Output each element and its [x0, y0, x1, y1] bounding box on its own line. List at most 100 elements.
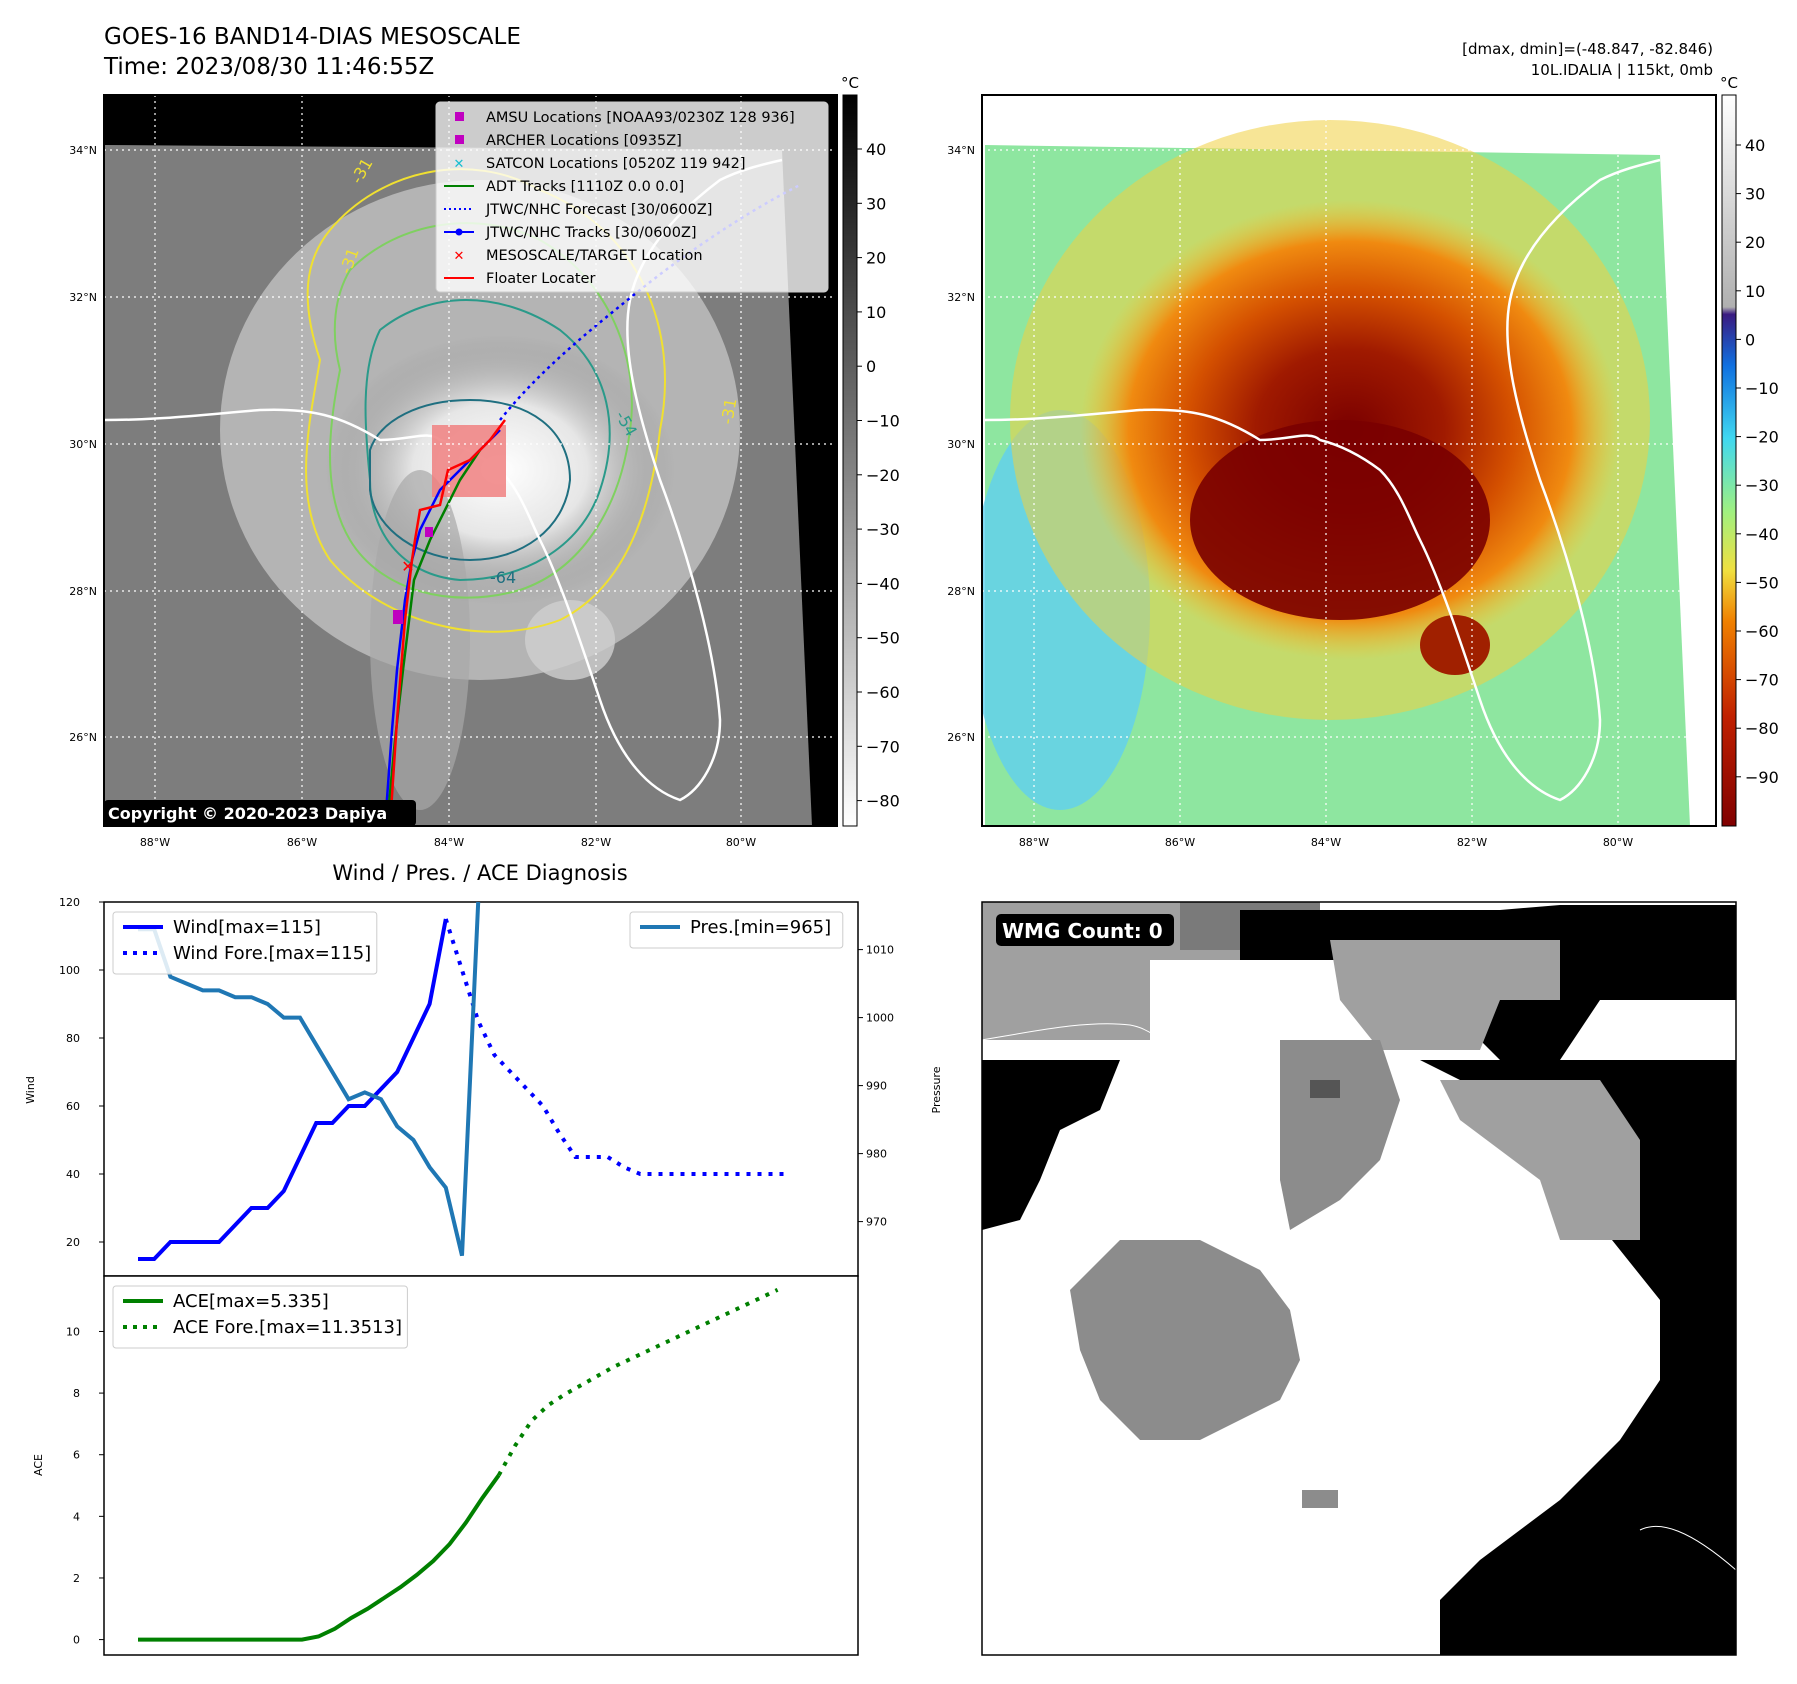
archer-marker [393, 610, 403, 624]
gray-colorbar-tick: 0 [866, 357, 876, 376]
ace-axis-label: ACE [32, 1454, 45, 1476]
chart-legend-label: ACE[max=5.335] [173, 1291, 329, 1312]
wind-pressure-chart: 20 40 60 80 100 120 970 980 990 1000 1010 Wind[max=… [24, 896, 943, 1277]
color-colorbar-tick: −80 [1745, 719, 1779, 738]
contour-label: -64 [490, 568, 516, 587]
gray-colorbar: °C 40 30 20 10 0 −10 −20 −30 −40 −50 −60 −70 −80 [841, 74, 900, 827]
pressure-axis-label: Pressure [930, 1066, 943, 1113]
range-text: [dmax, dmin]=(-48.847, -82.846) [1462, 40, 1713, 58]
chart-legend [112, 911, 378, 975]
pressure-tick-label: 1010 [866, 944, 894, 957]
diagnosis-title: Wind / Pres. / ACE Diagnosis [332, 861, 627, 885]
gray-colorbar-tick: −30 [866, 520, 900, 539]
floater-track [388, 419, 506, 826]
pressure-tick-label: 990 [866, 1080, 887, 1093]
gray-colorbar-tick: −20 [866, 466, 900, 485]
wind-tick-label: 20 [66, 1236, 80, 1249]
color-colorbar-tick: −20 [1745, 428, 1779, 447]
wmg-black-nw [982, 1060, 1120, 1230]
color-colorbar-tick: −50 [1745, 573, 1779, 592]
wind-tick-label: 80 [66, 1032, 80, 1045]
map-tick-labels: 34°N 34°N 32°N 32°N 30°N 30°N 28°N 28°N 26°N 26°N… [69, 144, 1633, 849]
gray-colorbar-tick: −80 [866, 792, 900, 811]
wind-tick-label: 100 [59, 964, 80, 977]
wmg-count-text: WMG Count: 0 [1002, 919, 1163, 943]
color-colorbar-tick: −90 [1745, 768, 1779, 787]
series-line [497, 1287, 779, 1477]
color-colorbar-tick: −30 [1745, 476, 1779, 495]
wmg-dark-patch [1310, 1080, 1340, 1098]
chart-legend-label: Pres.[min=965] [690, 917, 831, 938]
color-colorbar-tick: −60 [1745, 622, 1779, 641]
storm-text: 10L.IDALIA | 115kt, 0mb [1531, 61, 1713, 79]
gray-colorbar-tick: 40 [866, 140, 886, 159]
legend-entry-label: ARCHER Locations [0935Z] [486, 133, 682, 149]
series-line [138, 918, 448, 1261]
legend-entry: JTWC/NHC Forecast [30/0600Z] [444, 202, 712, 218]
chart-legend-label: Wind[max=115] [173, 917, 321, 938]
amsu-marker [425, 527, 433, 537]
color-map-panel [981, 94, 1717, 827]
wind-axis-label: Wind [24, 1076, 37, 1104]
wmg-frame [981, 901, 1737, 1656]
map-legend: AMSU Locations [NOAA93/0230Z 128 936] ARC… [435, 101, 829, 293]
color-colorbar-tick: 40 [1745, 136, 1765, 155]
color-storm-core [1190, 420, 1490, 620]
lat-tick-label: 34°N [947, 144, 975, 157]
lon-tick-label: 88°W [140, 836, 170, 849]
wmg-count-box [996, 914, 1174, 946]
ir-coastline [104, 158, 783, 802]
pressure-tick-label: 970 [866, 1216, 887, 1229]
series-line [443, 918, 786, 1176]
copyright-text: Copyright © 2020-2023 Dapiya [108, 804, 387, 823]
wmg-coast-line [982, 1023, 1191, 1081]
ir-map-panel: ✕ -31 -31 -54 -31 -64 AMSU Locations [NO… [103, 94, 838, 827]
gray-colorbar-tick: −50 [866, 629, 900, 648]
figure-title: GOES-16 BAND14-DIAS MESOSCALE [104, 24, 521, 50]
lat-tick-label: 30°N [947, 438, 975, 451]
gray-colorbar-tick: 30 [866, 194, 886, 213]
gray-colorbar-tick: −40 [866, 574, 900, 593]
wmg-gray-sw [1070, 1240, 1300, 1440]
chart-legend [112, 1285, 408, 1349]
lat-tick-label: 32°N [69, 291, 97, 304]
lat-tick-label: 26°N [69, 731, 97, 744]
ir-cloud-band [370, 470, 470, 810]
lon-tick-label: 84°W [1311, 836, 1341, 849]
color-map-frame [981, 94, 1717, 827]
series-line [138, 901, 481, 1257]
wind-tick-label: 120 [59, 896, 80, 909]
wind-tick-label: 40 [66, 1168, 80, 1181]
figure-time: Time: 2023/08/30 11:46:55Z [103, 54, 434, 80]
wmg-coast-line-se [1639, 1525, 1736, 1571]
gray-colorbar-tick: 20 [866, 249, 886, 268]
lat-tick-label: 34°N [69, 144, 97, 157]
legend-entry: ARCHER Locations [0935Z] [455, 133, 682, 149]
legend-entry-label: AMSU Locations [NOAA93/0230Z 128 936] [486, 110, 795, 126]
legend-entry: AMSU Locations [NOAA93/0230Z 128 936] [455, 110, 795, 126]
lon-tick-label: 80°W [1603, 836, 1633, 849]
lon-tick-label: 84°W [434, 836, 464, 849]
legend-entry-label: JTWC/NHC Forecast [30/0600Z] [485, 202, 712, 218]
gray-colorbar-tick: −10 [866, 412, 900, 431]
chart-legend-label: ACE Fore.[max=11.3513] [173, 1317, 402, 1338]
lon-tick-label: 82°W [1457, 836, 1487, 849]
legend-entry: ADT Tracks [1110Z 0.0 0.0] [444, 179, 684, 195]
color-colorbar-tick: 0 [1745, 330, 1755, 349]
svg-text:✕: ✕ [454, 249, 465, 264]
lon-tick-label: 82°W [581, 836, 611, 849]
color-colorbar-tick: 10 [1745, 282, 1765, 301]
pressure-tick-label: 980 [866, 1148, 887, 1161]
color-colorbar: °C 40 30 20 10 0 −10 −20 −30 −40 −50 −60 −70 −80 −90 [1720, 74, 1779, 827]
wmg-gray-patch [1302, 1490, 1338, 1508]
lon-tick-label: 86°W [1165, 836, 1195, 849]
ace-tick-label: 10 [66, 1325, 80, 1338]
lat-tick-label: 28°N [69, 585, 97, 598]
contour-label: -31 [717, 397, 740, 426]
color-colorbar-tick: −40 [1745, 525, 1779, 544]
color-colorbar-tick: −70 [1745, 671, 1779, 690]
legend-entry-label: SATCON Locations [0520Z 119 942] [486, 156, 745, 172]
color-colorbar-tick: 20 [1745, 233, 1765, 252]
ace-tick-label: 6 [73, 1449, 80, 1462]
lat-tick-label: 26°N [947, 731, 975, 744]
